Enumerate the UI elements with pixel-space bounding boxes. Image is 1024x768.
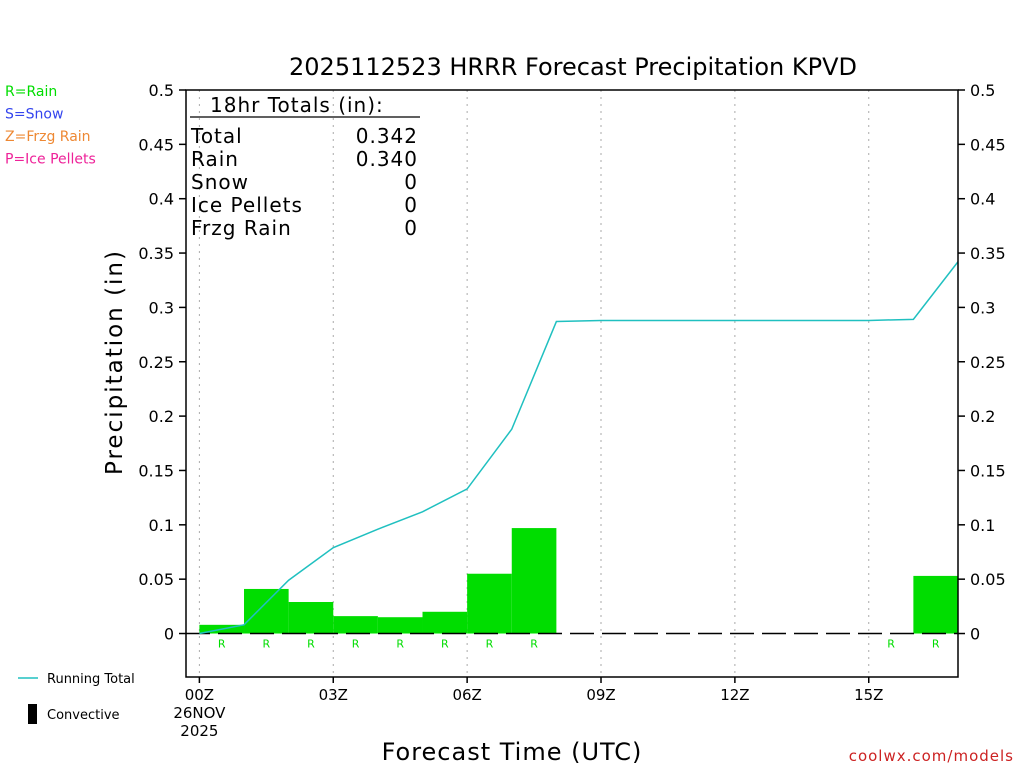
y-tick-label-left: 0.2 — [149, 407, 174, 426]
x-tick-label: 06Z — [452, 686, 481, 704]
ptype-legend-entry: R=Rain — [5, 84, 57, 100]
x-tick-label: 03Z — [319, 686, 348, 704]
totals-row-value: 0 — [404, 170, 418, 194]
totals-row-value: 0 — [404, 193, 418, 217]
y-tick-label-left: 0.45 — [138, 135, 174, 154]
y-tick-label-right: 0.15 — [970, 461, 1006, 480]
y-tick-label-right: 0.25 — [970, 353, 1006, 372]
x-tick-label: 15Z — [854, 686, 883, 704]
totals-box: 18hr Totals (in): Total 0.342 Rain 0.340 Snow… — [190, 93, 420, 240]
y-tick-label-left: 0 — [164, 625, 174, 644]
y-tick-label-right: 0.45 — [970, 135, 1006, 154]
x-tick-label: 09Z — [586, 686, 615, 704]
totals-row-label: Ice Pellets — [191, 193, 303, 217]
ptype-label: R — [262, 638, 270, 651]
x-axis-label: Forecast Time (UTC) — [382, 738, 643, 766]
ptype-legend-entry: S=Snow — [5, 107, 63, 123]
precip-bars — [199, 528, 958, 634]
y-tick-label-left: 0.1 — [149, 516, 174, 535]
ptype-label: R — [530, 638, 538, 651]
legend-label: Convective — [47, 708, 120, 723]
ptype-legend-entry: P=Ice Pellets — [5, 152, 96, 168]
totals-header: 18hr Totals (in): — [210, 93, 384, 117]
totals-row-value: 0.340 — [356, 147, 418, 171]
y-tick-label-left: 0.15 — [138, 461, 174, 480]
running-total-layer — [199, 261, 959, 635]
y-tick-label-left: 0.4 — [149, 190, 174, 209]
y-tick-label-right: 0.5 — [970, 81, 995, 100]
legend-label: Running Total — [47, 672, 135, 687]
y-tick-label-right: 0.1 — [970, 516, 995, 535]
chart-title: 2025112523 HRRR Forecast Precipitation K… — [289, 53, 857, 81]
totals-row-label: Rain — [191, 147, 239, 171]
ptype-label: R — [441, 638, 449, 651]
precip-bar — [377, 617, 423, 634]
totals-row-value: 0.342 — [356, 124, 418, 148]
y-tick-label-right: 0.05 — [970, 570, 1006, 589]
totals-row-value: 0 — [404, 216, 418, 240]
y-tick-label-left: 0.05 — [138, 570, 174, 589]
y-tick-label-right: 0.3 — [970, 298, 995, 317]
precip-bar — [422, 611, 468, 634]
ptype-label: R — [396, 638, 404, 651]
y-tick-label-left: 0.3 — [149, 298, 174, 317]
y-tick-label-left: 0.25 — [138, 353, 174, 372]
plot-frame — [185, 89, 959, 678]
totals-row-label: Frzg Rain — [191, 216, 292, 240]
y-tick-label-left: 0.5 — [149, 81, 174, 100]
y-tick-label-right: 0.35 — [970, 244, 1006, 263]
x-tick-label: 12Z — [720, 686, 749, 704]
ptype-legend-entry: Z=Frzg Rain — [5, 129, 91, 145]
y-tick-label-right: 0.2 — [970, 407, 995, 426]
running-total-line — [199, 261, 959, 635]
precip-bar — [467, 573, 512, 634]
y-tick-label-left: 0.35 — [138, 244, 174, 263]
precip-bar — [244, 588, 289, 634]
credit-text: coolwx.com/models — [849, 747, 1014, 765]
ptype-label: R — [352, 638, 360, 651]
precip-bar — [288, 601, 334, 634]
y-axis-right: 0 0.05 0.1 0.15 0.2 0.25 0.3 0.35 0.4 0.45 0.5 — [958, 81, 1006, 644]
ptype-label: R — [887, 638, 895, 651]
ptype-label: R — [486, 638, 494, 651]
series-legend: Running Total Convective — [18, 672, 135, 724]
y-axis-left: 0 0.05 0.1 0.15 0.2 0.25 0.3 0.35 0.4 0.45 0.5 — [138, 81, 186, 644]
precip-bar — [511, 528, 557, 634]
precip-bar — [913, 575, 958, 634]
ptype-legend: R=Rain S=Snow Z=Frzg Rain P=Ice Pellets — [5, 84, 96, 168]
ptype-label: R — [218, 638, 226, 651]
y-tick-label-right: 0.4 — [970, 190, 995, 209]
ptype-label: R — [307, 638, 315, 651]
x-tick-sublabel: 2025 — [180, 722, 218, 740]
precip-bar — [333, 616, 378, 634]
x-tick-sublabel: 26NOV — [173, 704, 226, 722]
y-axis-label: Precipitation (in) — [102, 249, 128, 475]
totals-row-label: Total — [190, 124, 243, 148]
legend-bar-swatch — [28, 704, 37, 724]
ptype-label: R — [932, 638, 940, 651]
y-tick-label-right: 0 — [970, 625, 980, 644]
x-tick-label: 00Z — [185, 686, 214, 704]
totals-row-label: Snow — [191, 170, 249, 194]
